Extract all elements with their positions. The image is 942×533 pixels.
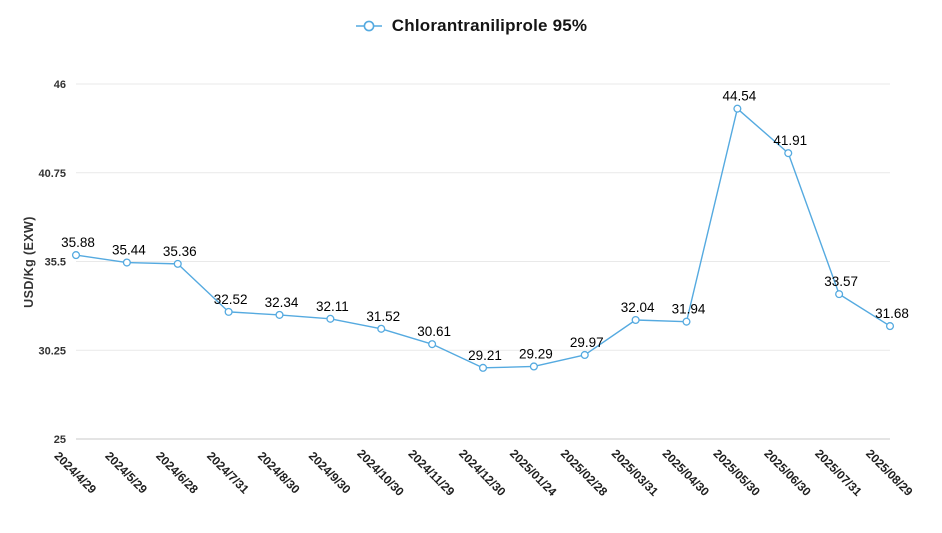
x-tick-label: 2025/04/30 (660, 447, 713, 500)
data-point[interactable] (885, 322, 895, 331)
data-point[interactable] (631, 315, 640, 325)
x-tick-label: 2025/08/29 (863, 447, 916, 500)
data-point[interactable] (784, 149, 793, 158)
x-tick-label: 2025/03/31 (609, 447, 662, 500)
y-tick-label: 40.75 (38, 168, 66, 180)
x-tick-label: 2025/06/30 (761, 447, 814, 500)
data-point-label: 33.57 (824, 274, 858, 289)
x-tick-label: 2024/4/29 (51, 449, 99, 497)
data-point-label: 32.34 (265, 295, 299, 310)
data-point-label: 29.97 (570, 335, 604, 350)
legend-label: Chlorantraniliprole 95% (391, 16, 588, 35)
x-tick-label: 2024/7/31 (204, 449, 252, 497)
x-tick-label: 2025/05/30 (710, 447, 763, 500)
data-point-label: 29.21 (468, 348, 502, 363)
x-tick-label: 2024/6/28 (153, 449, 201, 497)
y-tick-label: 35.5 (45, 257, 66, 269)
y-tick-label: 46 (54, 79, 66, 91)
data-point[interactable] (580, 350, 589, 360)
x-tick-label: 2025/01/24 (507, 447, 560, 500)
x-tick-label: 2024/10/30 (354, 447, 407, 500)
data-point-label: 32.11 (316, 299, 349, 314)
data-point[interactable] (224, 307, 233, 316)
data-point-label: 41.91 (773, 133, 807, 148)
data-point[interactable] (326, 314, 335, 323)
data-point-label: 30.61 (417, 324, 451, 339)
data-point-label: 44.54 (722, 89, 756, 104)
data-point[interactable] (478, 363, 488, 372)
data-point-label: 32.52 (214, 292, 248, 307)
legend-item[interactable]: Chlorantraniliprole 95% (0, 16, 942, 36)
x-tick-label: 2024/5/29 (102, 449, 150, 497)
data-point[interactable] (682, 317, 691, 326)
x-tick-label: 2024/9/30 (306, 449, 354, 497)
y-tick-label: 30.25 (38, 345, 66, 357)
data-point-label: 29.29 (519, 346, 553, 361)
x-tick-label: 2024/11/29 (405, 447, 457, 499)
data-point[interactable] (529, 362, 538, 371)
data-point-label: 31.94 (672, 302, 706, 317)
data-point-label: 35.36 (163, 244, 197, 259)
data-point-label: 31.68 (875, 306, 909, 321)
x-tick-label: 2025/07/31 (812, 447, 865, 500)
x-tick-label: 2024/8/30 (255, 449, 303, 497)
data-point[interactable] (122, 258, 131, 267)
series-line (75, 107, 891, 369)
data-point-label: 31.52 (366, 309, 400, 324)
data-point[interactable] (71, 251, 81, 260)
data-point[interactable] (377, 324, 386, 333)
data-point[interactable] (428, 340, 437, 349)
data-point-label: 35.44 (112, 243, 146, 258)
data-point[interactable] (173, 259, 182, 268)
data-point[interactable] (733, 104, 742, 113)
data-point-label: 35.88 (61, 235, 95, 250)
legend-marker-icon (355, 19, 383, 33)
data-point[interactable] (835, 290, 844, 299)
data-point-label: 32.04 (621, 300, 655, 315)
x-tick-label: 2024/12/30 (456, 447, 509, 500)
y-tick-label: 25 (54, 434, 66, 446)
data-point[interactable] (275, 310, 284, 319)
x-tick-label: 2025/02/28 (558, 447, 611, 500)
